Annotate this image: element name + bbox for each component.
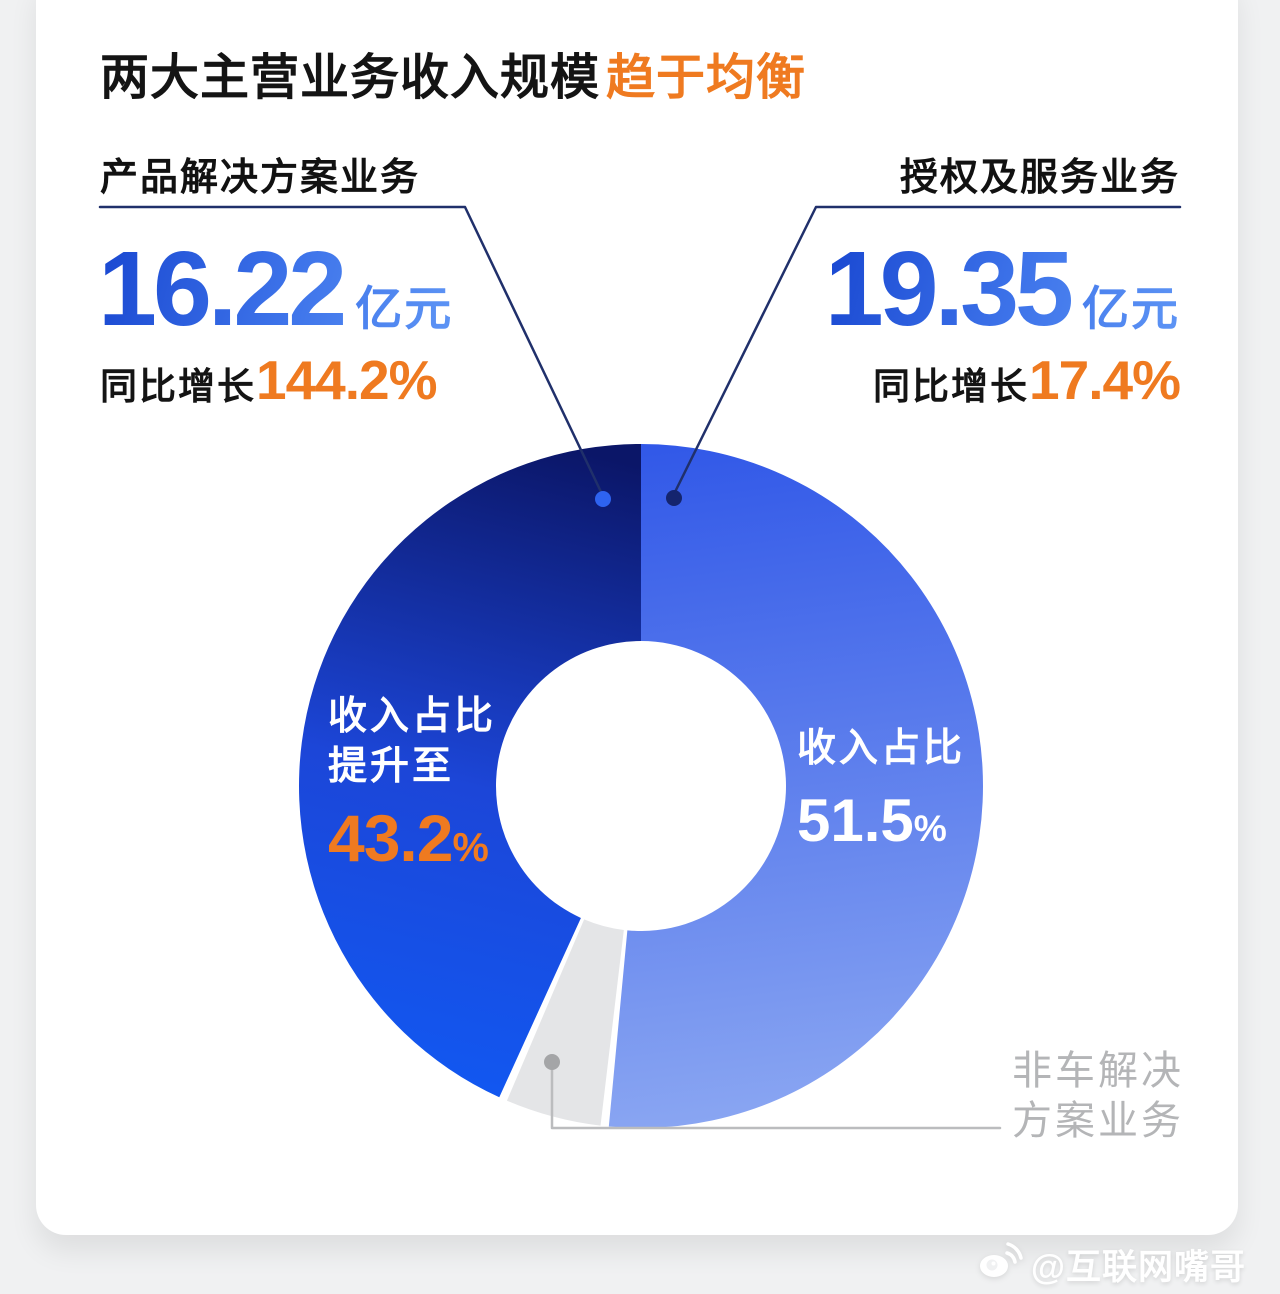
callout-dot-left xyxy=(595,491,611,507)
callout-line-right xyxy=(672,205,1182,496)
donut-segment-0 xyxy=(608,444,984,1128)
inner-right-percent-number: 51.5 xyxy=(797,787,914,854)
donut-segment-1 xyxy=(506,919,624,1126)
watermark: @互联网嘴哥 xyxy=(977,1239,1246,1290)
left-growth-value: 144.2% xyxy=(256,349,438,411)
callout-line-left xyxy=(98,205,604,496)
title-main: 两大主营业务收入规模 xyxy=(100,51,601,105)
inner-left-percent-sign: % xyxy=(452,824,488,870)
right-segment-label: 授权及服务业务 xyxy=(899,157,1180,199)
right-revenue-value: 19.35 亿元 xyxy=(825,236,1180,342)
left-revenue-unit: 亿元 xyxy=(355,282,454,335)
gray-segment-label: 非车解决 方案业务 xyxy=(1012,1046,1184,1146)
right-revenue-number: 19.35 xyxy=(824,230,1070,348)
donut-inner-label-left: 收入占比 提升至 43.2% xyxy=(328,692,496,876)
donut-inner-label-right: 收入占比 51.5% xyxy=(797,724,965,855)
inner-left-percent-number: 43.2 xyxy=(328,801,453,875)
title-highlight: 趋于均衡 xyxy=(606,51,807,105)
callout-dot-right xyxy=(666,490,682,506)
inner-left-percent: 43.2% xyxy=(328,800,496,876)
inner-left-line1: 收入占比 xyxy=(328,695,497,738)
weibo-icon xyxy=(977,1241,1023,1288)
right-revenue-unit: 亿元 xyxy=(1082,282,1180,335)
right-growth: 同比增长17.4% xyxy=(873,353,1181,408)
left-growth: 同比增长144.2% xyxy=(100,353,438,408)
right-growth-prefix: 同比增长 xyxy=(873,366,1030,407)
inner-right-percent-sign: % xyxy=(913,807,947,849)
page-title: 两大主营业务收入规模 趋于均衡 xyxy=(100,38,806,109)
watermark-text: @互联网嘴哥 xyxy=(1030,1248,1246,1287)
callout-dot-gray xyxy=(544,1054,560,1070)
gray-label-line1: 非车解决 xyxy=(1012,1049,1184,1093)
donut-segments xyxy=(299,444,984,1128)
inner-right-percent: 51.5% xyxy=(797,786,965,855)
inner-right-line1: 收入占比 xyxy=(797,727,966,770)
gray-label-line2: 方案业务 xyxy=(1012,1099,1184,1143)
inner-left-line2: 提升至 xyxy=(328,745,455,788)
left-segment-label: 产品解决方案业务 xyxy=(100,157,421,199)
right-growth-value: 17.4% xyxy=(1029,349,1181,411)
callout-line-gray xyxy=(550,1064,1002,1130)
left-revenue-number: 16.22 xyxy=(98,230,344,348)
left-revenue-value: 16.22 亿元 xyxy=(98,236,453,342)
donut-segment-2 xyxy=(299,444,641,1098)
left-growth-prefix: 同比增长 xyxy=(100,366,256,407)
